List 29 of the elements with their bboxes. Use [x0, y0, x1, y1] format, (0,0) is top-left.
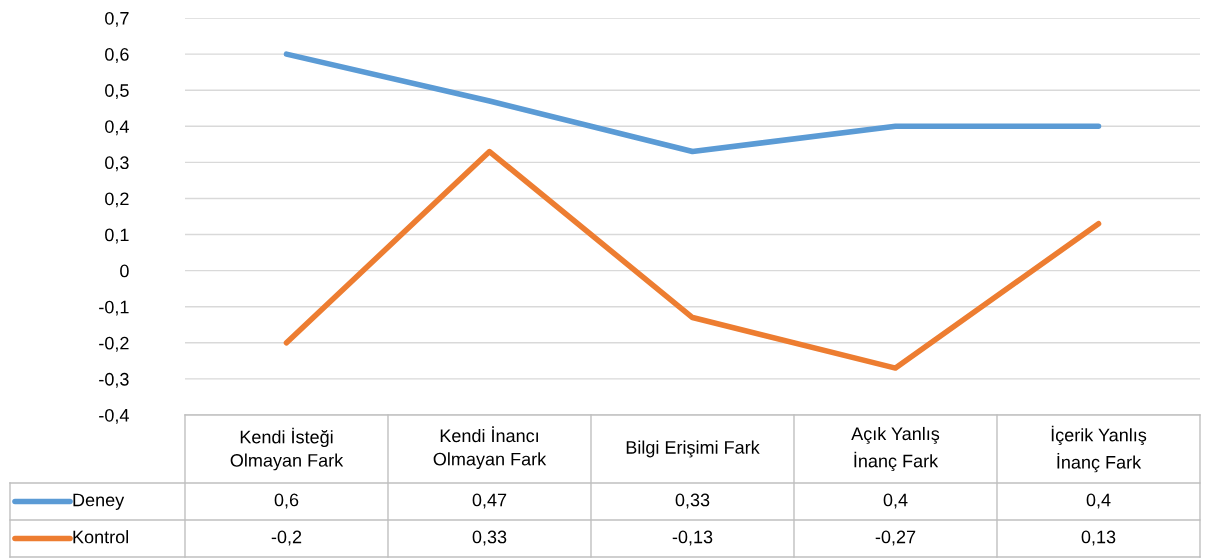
- y-tick-label: -0,4: [99, 408, 129, 424]
- data-label: 0,6: [274, 493, 299, 509]
- data-label: 0,4: [883, 493, 908, 509]
- data-label: 0,33: [472, 530, 507, 546]
- y-tick-label: 0,5: [105, 84, 129, 100]
- y-tick-label: 0,3: [105, 156, 129, 172]
- y-tick-label: 0,6: [105, 48, 129, 63]
- y-tick-label: 0,7: [105, 11, 129, 27]
- x-tick-label: Kendi İnancı Olmayan Fark: [433, 426, 547, 470]
- x-tick-label: Kendi İsteği Olmayan Fark: [230, 427, 344, 471]
- y-tick-label: 0: [120, 264, 129, 278]
- data-label: -0,27: [875, 530, 916, 546]
- x-tick-label: Açık Yanlış İnanç Fark: [851, 426, 940, 472]
- data-label: 0,47: [472, 493, 507, 509]
- data-label: 0,33: [675, 493, 710, 509]
- legend-label: Deney: [73, 493, 125, 510]
- y-tick-label: -0,3: [99, 372, 129, 388]
- data-label: 0,13: [1081, 530, 1116, 546]
- x-tick-label: Bilgi Erişimi Fark: [626, 440, 760, 458]
- y-tick-label: 0,2: [105, 192, 129, 208]
- data-label: -0,2: [271, 530, 302, 546]
- data-label: -0,13: [672, 530, 713, 546]
- data-label: 0,4: [1086, 493, 1111, 509]
- y-tick-label: -0,2: [99, 336, 129, 352]
- y-tick-label: 0,1: [105, 228, 129, 244]
- y-tick-label: 0,4: [105, 120, 129, 136]
- legend-label: Kontrol: [73, 530, 128, 544]
- y-tick-label: -0,1: [99, 300, 129, 316]
- x-tick-label: İçerik Yanlış İnanç Fark: [1051, 425, 1147, 473]
